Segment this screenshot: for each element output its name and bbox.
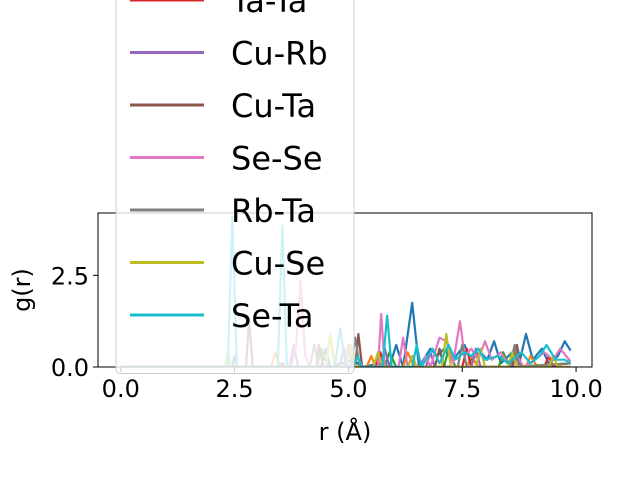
legend-label: Cu-Se [231,245,325,283]
x-tick-label: 5.0 [329,375,367,403]
series-line-cu-cu-0 [120,301,572,367]
legend-label: Cu-Ta [231,87,316,125]
x-tick-label: 2.5 [216,375,254,403]
legend-box [115,0,355,374]
legend-label: Se-Se [231,140,323,178]
x-tick-label: 0.0 [102,375,140,403]
legend-label: Ta-Ta [230,0,307,20]
legend-label: Se-Ta [231,297,313,335]
legend-label: Cu-Rb [231,35,328,73]
y-tick-label: 0.0 [51,354,89,382]
legend: Ta-Ta Cu-Rb Cu-Ta Se-Se Rb-Ta Cu-Se Se-Ta [115,0,355,374]
x-tick-label: 7.5 [443,375,481,403]
x-tick-label: 10.0 [549,375,602,403]
x-axis-label: r (Å) [319,417,372,446]
x-axis: 0.0 2.5 5.0 7.5 10.0 [102,367,603,403]
legend-label: Rb-Ta [231,192,316,230]
y-axis: 0.0 2.5 [51,262,98,382]
y-axis-label: g(r) [8,268,36,312]
y-tick-label: 2.5 [51,262,89,290]
